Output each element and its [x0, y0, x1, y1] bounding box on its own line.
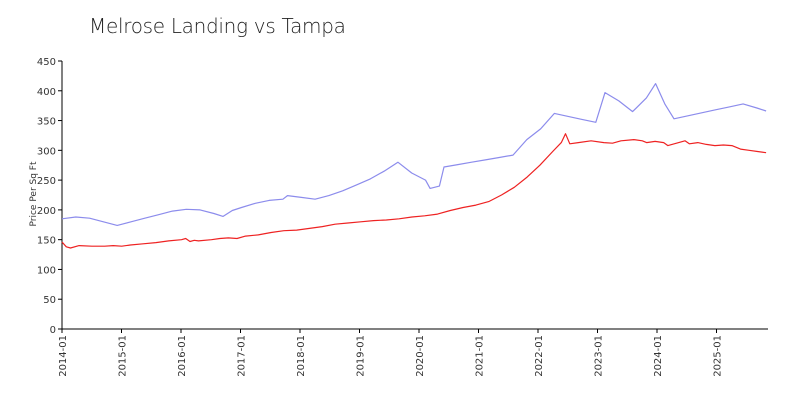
- x-tick-label: 2025-01: [713, 335, 724, 377]
- series-line-1: [61, 83, 767, 226]
- x-axis: 2014-01 2015-01 2016-01 2017-01 2018-01 2019-…: [58, 328, 768, 377]
- y-tick-label: 350: [37, 117, 56, 128]
- x-tick-label: 2022-01: [534, 335, 545, 377]
- y-tick-label: 450: [37, 57, 56, 68]
- x-tick-label: 2016-01: [177, 335, 188, 377]
- y-tick-label: 100: [37, 265, 56, 276]
- y-tick-label: 50: [43, 295, 56, 306]
- y-tick-label: 150: [37, 236, 56, 247]
- x-tick-label: 2018-01: [296, 335, 307, 377]
- y-tick-label: 400: [37, 87, 56, 98]
- y-axis: 0 50 100 150 200 250 300 350 400 450: [37, 57, 63, 336]
- y-tick-label: 0: [50, 325, 56, 336]
- series-line-2: [61, 133, 767, 249]
- y-tick-label: 250: [37, 176, 56, 187]
- y-tick-label: 200: [37, 206, 56, 217]
- y-axis-label: Price Per Sq Ft: [29, 161, 39, 226]
- x-tick-label: 2017-01: [237, 335, 248, 377]
- x-tick-label: 2023-01: [594, 335, 605, 377]
- x-tick-label: 2014-01: [58, 335, 69, 377]
- chart-title: Melrose Landing vs Tampa: [89, 14, 346, 38]
- x-tick-label: 2019-01: [356, 335, 367, 377]
- x-tick-label: 2020-01: [415, 335, 426, 377]
- x-tick-label: 2024-01: [653, 335, 664, 377]
- series-layer: [61, 83, 767, 249]
- x-tick-label: 2021-01: [475, 335, 486, 377]
- x-tick-label: 2015-01: [118, 335, 129, 377]
- y-tick-label: 300: [37, 146, 56, 157]
